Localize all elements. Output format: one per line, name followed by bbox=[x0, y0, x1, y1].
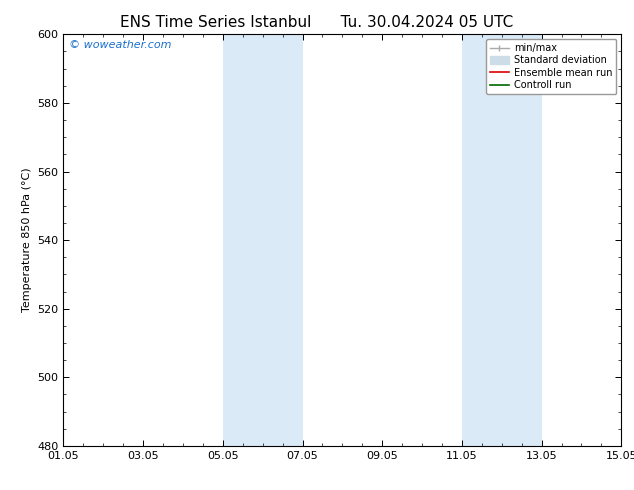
Text: ENS Time Series Istanbul      Tu. 30.04.2024 05 UTC: ENS Time Series Istanbul Tu. 30.04.2024 … bbox=[120, 15, 514, 30]
Y-axis label: Temperature 850 hPa (°C): Temperature 850 hPa (°C) bbox=[22, 168, 32, 313]
Bar bbox=[462, 34, 541, 446]
Bar bbox=[223, 34, 302, 446]
Legend: min/max, Standard deviation, Ensemble mean run, Controll run: min/max, Standard deviation, Ensemble me… bbox=[486, 39, 616, 94]
Text: © woweather.com: © woweather.com bbox=[69, 41, 171, 50]
